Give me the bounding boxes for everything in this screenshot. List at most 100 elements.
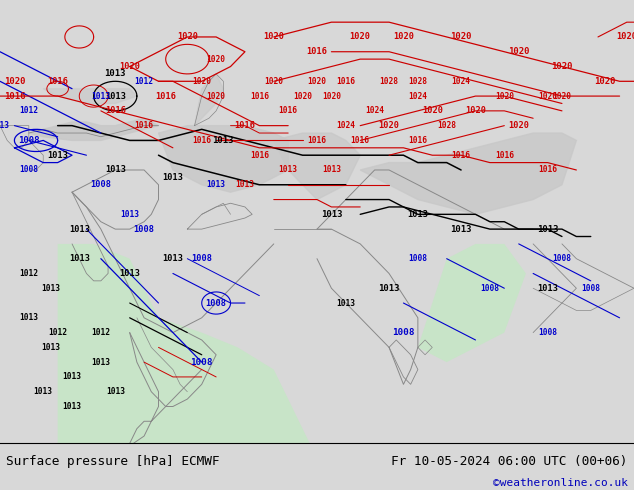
Text: 1020: 1020: [551, 62, 573, 71]
Text: 1013: 1013: [63, 402, 82, 411]
Polygon shape: [43, 89, 137, 103]
Text: 1013: 1013: [105, 166, 126, 174]
Text: 1013: 1013: [212, 136, 234, 145]
Text: 1016: 1016: [155, 92, 176, 100]
Text: 1016: 1016: [47, 77, 68, 86]
Text: 1008: 1008: [581, 284, 600, 293]
Text: 1020: 1020: [552, 92, 571, 100]
Text: 1008: 1008: [190, 358, 213, 367]
Text: 1020: 1020: [264, 77, 283, 86]
Text: 1024: 1024: [365, 106, 384, 115]
Text: 1020: 1020: [465, 106, 486, 115]
Text: 1020: 1020: [322, 92, 341, 100]
Text: 1013: 1013: [0, 121, 10, 130]
Text: 1013: 1013: [321, 210, 342, 219]
Text: 1020: 1020: [4, 77, 25, 86]
Text: 1016: 1016: [351, 136, 370, 145]
Text: 1020: 1020: [538, 92, 557, 100]
Text: 1008: 1008: [91, 180, 112, 189]
Text: 1012: 1012: [19, 269, 38, 278]
Text: ©weatheronline.co.uk: ©weatheronline.co.uk: [493, 478, 628, 489]
Text: 1013: 1013: [537, 284, 558, 293]
Text: 1008: 1008: [481, 284, 500, 293]
Text: 1020: 1020: [422, 106, 443, 115]
Text: 1008: 1008: [408, 254, 427, 263]
Text: 1013: 1013: [91, 358, 110, 367]
Polygon shape: [58, 244, 310, 443]
Text: 1016: 1016: [105, 106, 126, 115]
Text: 1013: 1013: [106, 387, 125, 396]
Text: 1020: 1020: [616, 32, 634, 42]
Text: 1013: 1013: [34, 387, 53, 396]
Text: 1012: 1012: [48, 328, 67, 337]
Text: 1020: 1020: [595, 77, 616, 86]
Text: 1020: 1020: [307, 77, 327, 86]
Text: 1013: 1013: [47, 151, 68, 160]
Text: 1016: 1016: [279, 106, 298, 115]
Text: 1016: 1016: [250, 92, 269, 100]
Text: 1013: 1013: [91, 92, 110, 100]
Text: 1013: 1013: [207, 180, 226, 189]
Text: 1016: 1016: [4, 92, 25, 100]
Text: 1013: 1013: [450, 224, 472, 234]
Text: 1028: 1028: [408, 77, 427, 86]
Text: 1013: 1013: [41, 343, 60, 352]
Text: 1008: 1008: [19, 166, 38, 174]
Text: 1012: 1012: [91, 328, 110, 337]
Text: 1028: 1028: [437, 121, 456, 130]
Text: 1013: 1013: [235, 180, 254, 189]
Text: 1020: 1020: [293, 92, 312, 100]
Text: 1024: 1024: [451, 77, 470, 86]
Text: 1013: 1013: [68, 254, 90, 263]
Text: 1020: 1020: [508, 121, 529, 130]
Text: 1008: 1008: [538, 328, 557, 337]
Text: 1020: 1020: [192, 77, 211, 86]
Text: 1020: 1020: [263, 32, 284, 42]
Text: 1012: 1012: [134, 77, 153, 86]
Text: 1013: 1013: [120, 210, 139, 219]
Text: 1020: 1020: [177, 32, 198, 42]
Text: 1013: 1013: [68, 224, 90, 234]
Text: Fr 10-05-2024 06:00 UTC (00+06): Fr 10-05-2024 06:00 UTC (00+06): [391, 455, 628, 467]
Polygon shape: [158, 125, 288, 192]
Text: 1013: 1013: [162, 254, 183, 263]
Text: Surface pressure [hPa] ECMWF: Surface pressure [hPa] ECMWF: [6, 455, 220, 467]
Text: 1013: 1013: [537, 224, 559, 234]
Text: 1013: 1013: [279, 166, 298, 174]
Text: 1028: 1028: [380, 77, 399, 86]
Text: 1020: 1020: [378, 121, 399, 130]
Text: 1016: 1016: [192, 136, 211, 145]
Text: 1020: 1020: [508, 47, 529, 56]
Text: 1013: 1013: [322, 166, 341, 174]
Text: 1013: 1013: [105, 70, 126, 78]
Text: 1016: 1016: [250, 151, 269, 160]
Text: 1013: 1013: [378, 284, 400, 293]
Text: 1020: 1020: [495, 92, 514, 100]
Text: 1013: 1013: [41, 284, 60, 293]
Text: 1008: 1008: [18, 136, 39, 145]
Polygon shape: [29, 118, 158, 141]
Text: 1013: 1013: [408, 210, 429, 219]
Polygon shape: [360, 133, 576, 214]
Text: 1012: 1012: [19, 106, 38, 115]
Text: 1016: 1016: [408, 136, 427, 145]
Text: 1008: 1008: [134, 224, 155, 234]
Text: 1020: 1020: [350, 32, 371, 42]
Text: 1016: 1016: [336, 77, 355, 86]
Text: 1013: 1013: [19, 313, 38, 322]
Text: 1016: 1016: [495, 151, 514, 160]
Text: 1008: 1008: [552, 254, 571, 263]
Text: 1020: 1020: [119, 62, 140, 71]
Text: 1016: 1016: [538, 166, 557, 174]
Polygon shape: [274, 133, 360, 199]
Text: 1016: 1016: [307, 136, 327, 145]
Text: 1016: 1016: [134, 121, 153, 130]
Text: 1013: 1013: [63, 372, 82, 381]
Text: 1020: 1020: [207, 92, 226, 100]
Polygon shape: [195, 74, 223, 125]
Text: 1024: 1024: [408, 92, 427, 100]
Text: 1013: 1013: [105, 92, 126, 100]
Text: 1013: 1013: [162, 173, 183, 182]
Text: 1013: 1013: [119, 269, 140, 278]
Text: 1008: 1008: [205, 298, 226, 308]
